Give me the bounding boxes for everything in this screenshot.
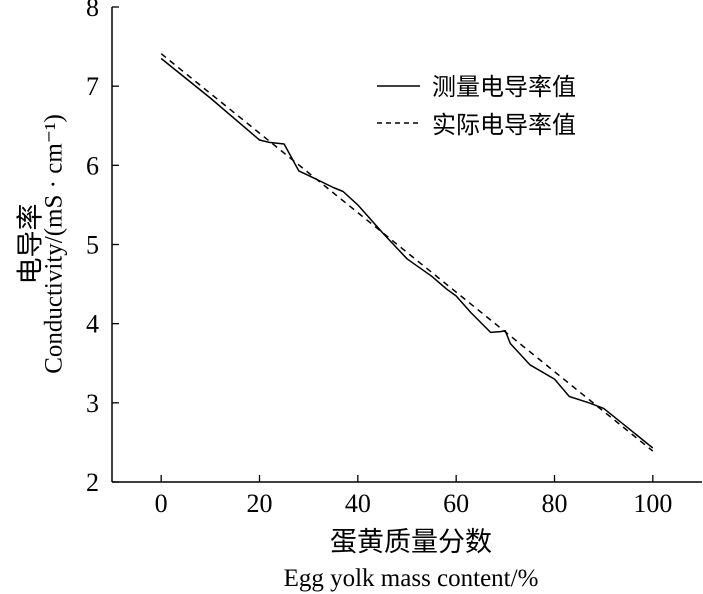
- y-tick-label: 5: [86, 231, 99, 260]
- y-tick-label: 6: [86, 151, 99, 180]
- x-tick-label: 60: [443, 489, 469, 518]
- series-line-measured: [160, 57, 654, 449]
- x-axis-title-cn: 蛋黄质量分数: [330, 527, 492, 558]
- x-tick-label: 20: [247, 489, 273, 518]
- legend-label-measured: 测量电导率值: [432, 73, 576, 101]
- y-tick-label: 3: [86, 389, 99, 418]
- x-tick-label: 100: [633, 489, 672, 518]
- x-axis-title-en: Egg yolk mass content/%: [284, 565, 539, 592]
- x-tick-label: 0: [155, 489, 168, 518]
- y-tick-label: 2: [86, 468, 99, 497]
- x-tick-label: 80: [542, 489, 568, 518]
- y-axis-title-en: Conductivity/(mS · cm⁻¹): [41, 114, 68, 374]
- y-axis-title-cn-group: 电导率: [16, 204, 47, 285]
- y-axis-title-en-group: Conductivity/(mS · cm⁻¹): [41, 114, 68, 374]
- legend: 测量电导率值 实际电导率值: [377, 73, 576, 139]
- series-lines: [160, 53, 654, 452]
- ticks: 0 20 40 60 80 100 2 3 4 5 6 7 8: [86, 0, 672, 518]
- y-tick-label: 4: [86, 310, 99, 339]
- y-axis-title-cn: 电导率: [16, 204, 47, 285]
- y-tick-label: 8: [86, 0, 99, 22]
- y-tick-label: 7: [86, 72, 99, 101]
- legend-label-actual: 实际电导率值: [432, 111, 576, 139]
- x-tick-label: 40: [345, 489, 371, 518]
